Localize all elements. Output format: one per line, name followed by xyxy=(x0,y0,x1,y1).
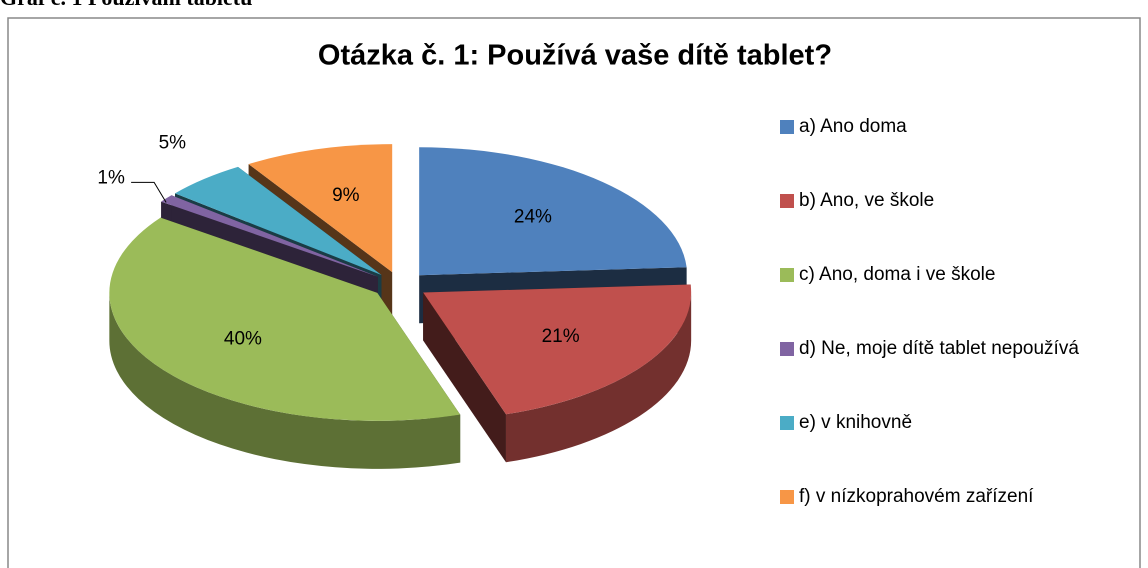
leader-line xyxy=(131,181,167,203)
data-label: 5% xyxy=(159,133,187,154)
data-label: 21% xyxy=(542,326,580,347)
legend-label: e) v knihovně xyxy=(799,412,912,433)
slice-top xyxy=(419,147,687,276)
legend-label: d) Ne, moje dítě tablet nepoužívá xyxy=(799,338,1079,359)
slice-wall xyxy=(109,292,461,469)
slice xyxy=(109,217,461,469)
slice xyxy=(423,284,692,463)
pie: 24% 21% 40% 1% 5% 9% xyxy=(97,133,692,469)
legend-label: b) Ano, ve škole xyxy=(799,190,934,211)
slice-top xyxy=(161,195,378,277)
legend-swatch xyxy=(780,268,794,282)
slice-top xyxy=(109,217,461,421)
data-label: 9% xyxy=(332,185,360,206)
legend-label: f) v nízkoprahovém zařízení xyxy=(799,486,1034,507)
slice-wall xyxy=(505,292,692,463)
chart-title: Otázka č. 1: Používá vaše dítě tablet? xyxy=(318,40,832,72)
data-label: 24% xyxy=(514,206,552,227)
slice-top xyxy=(248,144,393,273)
caption: Graf č. 1 Používání tabletu xyxy=(0,0,252,10)
legend-swatch xyxy=(780,342,794,356)
data-label: 1% xyxy=(97,167,125,188)
data-label: 40% xyxy=(224,329,262,350)
legend: a) Ano doma b) Ano, ve škole c) Ano, doma … xyxy=(780,116,1079,507)
legend-label: c) Ano, doma i ve škole xyxy=(799,264,995,285)
legend-swatch xyxy=(780,490,794,504)
legend-label: a) Ano doma xyxy=(799,116,907,137)
legend-swatch xyxy=(780,194,794,208)
legend-swatch xyxy=(780,416,794,430)
slice-top xyxy=(174,166,382,275)
legend-swatch xyxy=(780,120,794,134)
slice-side xyxy=(423,292,506,463)
slice-top xyxy=(423,284,692,415)
